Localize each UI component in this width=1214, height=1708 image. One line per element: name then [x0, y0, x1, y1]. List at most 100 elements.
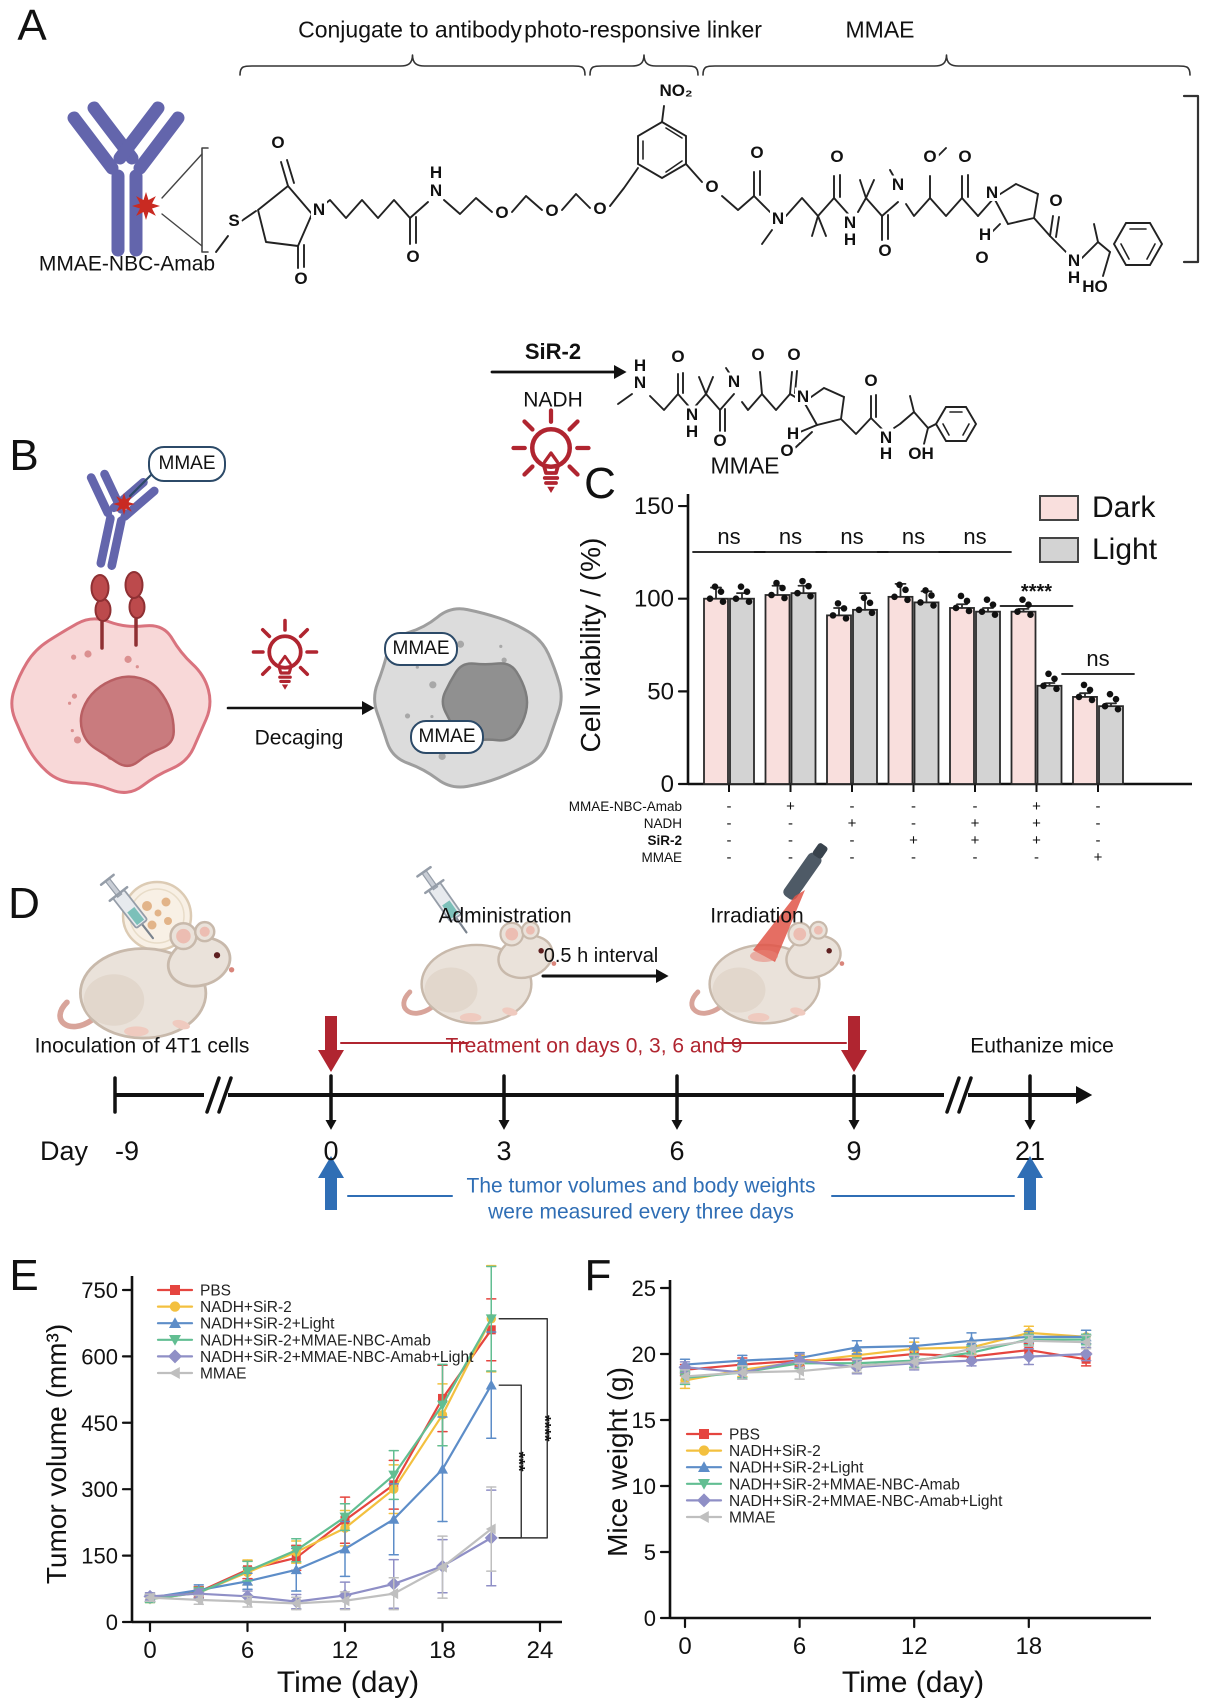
svg-text:20: 20: [632, 1342, 656, 1367]
svg-text:N: N: [880, 428, 892, 447]
svg-text:O: O: [750, 143, 763, 162]
panel-f-label: F: [584, 1251, 612, 1300]
svg-text:****: ****: [535, 1415, 554, 1442]
brace-label-linker: photo-responsive linker: [524, 16, 762, 43]
legend: PBSNADH+SiR-2NADH+SiR-2+LightNADH+SiR-2+…: [156, 1283, 474, 1383]
panel-b-diagram: [10, 469, 563, 794]
svg-text:N: N: [634, 373, 646, 392]
svg-text:ns: ns: [717, 524, 740, 549]
svg-text:-: -: [850, 849, 855, 866]
svg-text:+: +: [786, 798, 795, 815]
legend: Dark Light: [1039, 491, 1158, 566]
svg-text:NADH+SiR-2+MMAE-NBC-Amab: NADH+SiR-2+MMAE-NBC-Amab: [200, 1332, 431, 1349]
panel-c-label: C: [584, 459, 616, 508]
svg-text:300: 300: [81, 1477, 118, 1502]
svg-text:25: 25: [632, 1276, 656, 1301]
mmae-tag-text: MMAE: [418, 726, 476, 747]
svg-text:O: O: [271, 133, 284, 152]
svg-text:18: 18: [429, 1637, 456, 1664]
svg-text:-: -: [1034, 849, 1039, 866]
svg-text:O: O: [1049, 191, 1062, 210]
svg-text:Light: Light: [1092, 533, 1158, 566]
svg-text:O: O: [975, 248, 988, 267]
svg-text:-: -: [1096, 832, 1101, 849]
laser-icon: [750, 843, 828, 962]
mice-row: [60, 843, 845, 1038]
svg-text:+: +: [1094, 849, 1103, 866]
svg-text:6: 6: [241, 1637, 254, 1664]
svg-text:Cell viability / (%): Cell viability / (%): [575, 538, 606, 753]
adc-name-label: MMAE-NBC-Amab: [38, 252, 216, 276]
svg-text:0: 0: [661, 771, 674, 798]
svg-text:N: N: [728, 372, 740, 391]
svg-text:O: O: [958, 147, 971, 166]
svg-text:O: O: [705, 177, 718, 196]
svg-text:NADH+SiR-2: NADH+SiR-2: [200, 1299, 292, 1316]
bar-chart: 0 50 100 150 Cell viability / (%) ns ns ns ns ns *…: [575, 491, 1192, 798]
light-bulb-icon: [511, 408, 591, 493]
svg-text:N: N: [844, 213, 856, 232]
svg-text:+: +: [971, 815, 980, 832]
svg-text:O: O: [864, 371, 877, 390]
svg-text:O: O: [593, 199, 606, 218]
mmae-tag: MMAE: [384, 632, 458, 666]
svg-text:SiR-2: SiR-2: [647, 833, 682, 848]
svg-text:N: N: [772, 209, 784, 228]
panel-e-label: E: [9, 1251, 39, 1300]
svg-text:H: H: [787, 424, 799, 443]
svg-text:+: +: [848, 815, 857, 832]
line-chart: 0 5 10 15 20 25 0 6 12 18 Mice weight (g) Time (day…: [602, 1276, 1151, 1699]
svg-text:MMAE: MMAE: [200, 1366, 247, 1383]
svg-text:NO₂: NO₂: [659, 81, 692, 100]
day-tick: -9: [114, 1136, 140, 1167]
svg-text:N: N: [430, 181, 442, 200]
svg-text:Tumor volume (mm³): Tumor volume (mm³): [41, 1324, 72, 1584]
series-light: [729, 577, 1124, 785]
svg-text:N: N: [892, 175, 904, 194]
svg-text:ns: ns: [840, 524, 863, 549]
series-MMAE: [679, 1334, 1092, 1384]
legend: PBSNADH+SiR-2NADH+SiR-2+LightNADH+SiR-2+…: [685, 1427, 1003, 1527]
mmae-tag-text: MMAE: [158, 453, 216, 474]
svg-text:12: 12: [332, 1637, 359, 1664]
svg-text:O: O: [545, 201, 558, 220]
svg-text:O: O: [878, 241, 891, 260]
svg-text:-: -: [788, 832, 793, 849]
svg-text:O: O: [671, 347, 684, 366]
svg-text:H: H: [430, 163, 442, 182]
svg-text:N: N: [986, 183, 998, 202]
mmae-tag: MMAE: [148, 446, 226, 482]
series-dark: [703, 579, 1098, 785]
svg-text:MMAE: MMAE: [642, 850, 683, 865]
decaging-label: Decaging: [254, 726, 344, 750]
interval-label: 0.5 h interval: [543, 945, 659, 967]
syringe-icon: [413, 864, 477, 940]
svg-text:O: O: [830, 147, 843, 166]
svg-text:NADH+SiR-2+MMAE-NBC-Amab+Light: NADH+SiR-2+MMAE-NBC-Amab+Light: [200, 1349, 474, 1366]
panel-d-label: D: [8, 879, 40, 928]
svg-text:O: O: [780, 441, 793, 460]
day-tick: 3: [496, 1136, 512, 1167]
svg-text:O: O: [495, 203, 508, 222]
svg-text:H: H: [686, 422, 698, 441]
panel-f-line-chart: 0 5 10 15 20 25 0 6 12 18 Mice weight (g) Time (day…: [602, 1276, 1151, 1699]
svg-text:-: -: [1096, 815, 1101, 832]
svg-text:5: 5: [644, 1540, 656, 1565]
svg-text:12: 12: [901, 1633, 928, 1660]
svg-text:O: O: [923, 147, 936, 166]
day-tick: 9: [846, 1136, 862, 1167]
svg-text:-: -: [727, 798, 732, 815]
svg-text:-: -: [788, 815, 793, 832]
svg-text:-: -: [911, 815, 916, 832]
svg-text:-: -: [727, 832, 732, 849]
panel-a-label: A: [17, 1, 47, 50]
svg-text:H: H: [979, 225, 991, 244]
svg-text:+: +: [909, 832, 918, 849]
svg-text:-: -: [727, 849, 732, 866]
day-tick: 21: [1014, 1136, 1046, 1167]
product-caption: MMAE: [710, 452, 780, 479]
brace-label-mmae: MMAE: [845, 16, 915, 43]
svg-text:+: +: [1032, 832, 1041, 849]
svg-text:N: N: [797, 387, 809, 406]
